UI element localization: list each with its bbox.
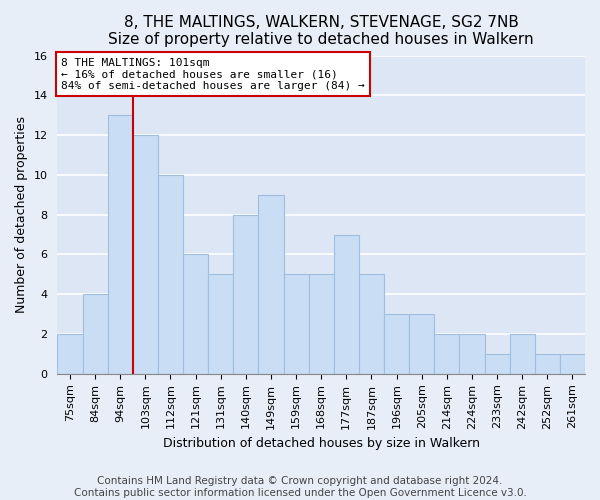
- Bar: [535, 354, 560, 374]
- Bar: [107, 115, 133, 374]
- Bar: [259, 195, 284, 374]
- Bar: [485, 354, 509, 374]
- Bar: [509, 334, 535, 374]
- Bar: [460, 334, 485, 374]
- Bar: [83, 294, 107, 374]
- Bar: [183, 254, 208, 374]
- Text: 8 THE MALTINGS: 101sqm
← 16% of detached houses are smaller (16)
84% of semi-det: 8 THE MALTINGS: 101sqm ← 16% of detached…: [61, 58, 365, 90]
- Text: Contains HM Land Registry data © Crown copyright and database right 2024.
Contai: Contains HM Land Registry data © Crown c…: [74, 476, 526, 498]
- Bar: [384, 314, 409, 374]
- Bar: [334, 234, 359, 374]
- Bar: [308, 274, 334, 374]
- Title: 8, THE MALTINGS, WALKERN, STEVENAGE, SG2 7NB
Size of property relative to detach: 8, THE MALTINGS, WALKERN, STEVENAGE, SG2…: [109, 15, 534, 48]
- Bar: [58, 334, 83, 374]
- Bar: [233, 214, 259, 374]
- Bar: [208, 274, 233, 374]
- Y-axis label: Number of detached properties: Number of detached properties: [15, 116, 28, 313]
- Bar: [158, 175, 183, 374]
- Bar: [434, 334, 460, 374]
- Bar: [409, 314, 434, 374]
- Bar: [133, 135, 158, 374]
- X-axis label: Distribution of detached houses by size in Walkern: Distribution of detached houses by size …: [163, 437, 480, 450]
- Bar: [284, 274, 308, 374]
- Bar: [560, 354, 585, 374]
- Bar: [359, 274, 384, 374]
